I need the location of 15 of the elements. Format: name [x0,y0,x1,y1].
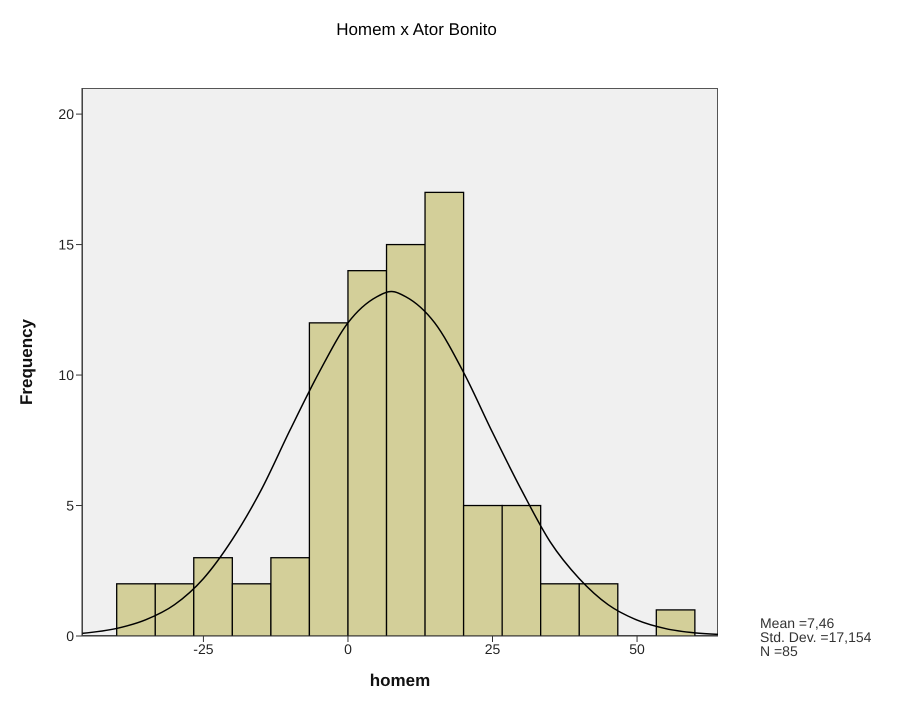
y-tick-label: 15 [58,236,74,253]
y-tick-label: 20 [58,106,74,122]
y-tick-label: 0 [66,628,74,644]
y-axis-title: Frequency [17,318,36,405]
x-axis-title: homem [370,671,430,690]
chart-title: Homem x Ator Bonito [335,20,498,40]
text: Mean =7,46 [760,615,836,631]
x-tick-label: 0 [344,640,352,657]
text: N =85 [760,643,799,659]
x-tick-label: -25 [193,640,214,657]
x-tick-label: 50 [629,640,646,657]
text: Std. Dev. =17,154 [760,629,872,645]
y-tick-label: 5 [66,497,74,514]
x-tick-label: 25 [484,640,501,657]
y-tick-label: 10 [58,367,74,384]
